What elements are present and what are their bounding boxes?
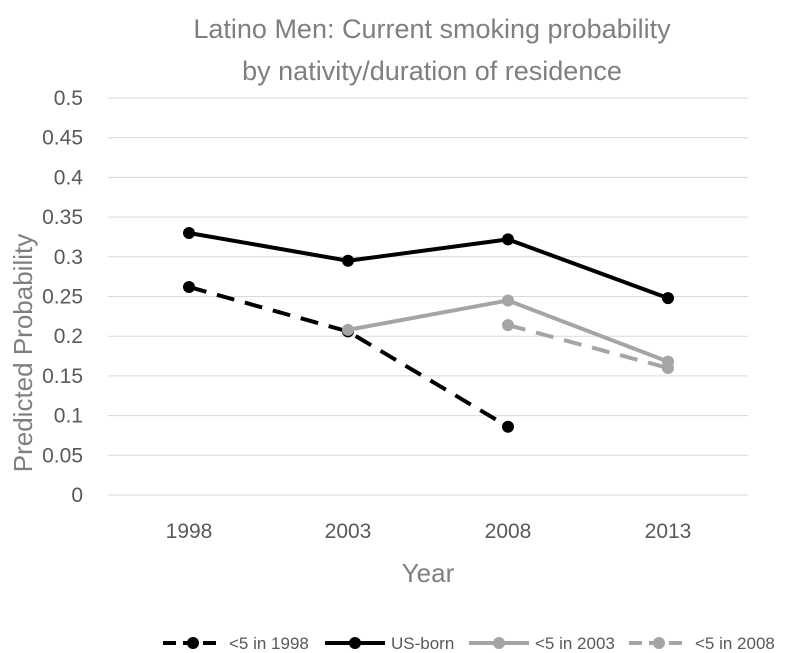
gridlines [108, 97, 748, 496]
y-tick-label: 0.1 [54, 405, 83, 428]
series-2 [183, 226, 674, 305]
x-tick-label: 2013 [645, 520, 692, 543]
legend-marker [653, 637, 665, 649]
y-tick-label: 0.4 [54, 166, 84, 189]
data-point [502, 420, 514, 433]
series-line [188, 231, 669, 300]
x-tick-label: 2008 [485, 520, 532, 543]
series-1 [183, 280, 514, 433]
data-point [183, 226, 195, 239]
y-tick-label: 0.25 [42, 286, 83, 309]
series-lines [183, 226, 674, 433]
y-axis-tick-labels: 0 0.05 0.1 0.15 0.2 0.25 0.3 0.35 0.4 0.45 0.5 [42, 87, 83, 507]
legend-marker [349, 637, 361, 649]
chart-title-line-2: by nativity/duration of residence [242, 56, 622, 86]
data-point [502, 233, 514, 246]
legend: <5 in 1998 US-born <5 in 2003 <5 in 2008 [163, 634, 775, 653]
x-tick-label: 2003 [325, 520, 372, 543]
y-tick-label: 0 [71, 484, 83, 507]
data-point [342, 323, 354, 336]
x-axis-label: Year [402, 558, 455, 588]
y-tick-label: 0.05 [42, 444, 83, 467]
data-point [662, 361, 674, 374]
y-axis-label: Predicted Probability [8, 234, 38, 472]
legend-entry: <5 in 2003 [469, 634, 615, 653]
x-tick-label: 1998 [166, 520, 213, 543]
legend-label: <5 in 2008 [695, 634, 775, 653]
series-4 [502, 319, 674, 374]
data-point [342, 254, 354, 267]
legend-entry: <5 in 1998 [163, 634, 309, 653]
y-tick-label: 0.3 [54, 246, 83, 269]
chart-title-line-1: Latino Men: Current smoking probability [193, 14, 671, 44]
legend-label: <5 in 2003 [535, 634, 615, 653]
legend-label: US-born [391, 634, 454, 653]
legend-marker [187, 637, 199, 649]
y-tick-label: 0.45 [42, 127, 83, 150]
y-tick-label: 0.35 [42, 206, 83, 229]
legend-marker [493, 637, 505, 649]
y-tick-label: 0.2 [54, 325, 83, 348]
y-tick-label: 0.15 [42, 365, 83, 388]
legend-entry: US-born [325, 634, 454, 653]
y-tick-label: 0.5 [54, 87, 83, 110]
x-axis-tick-labels: 1998 2003 2008 2013 [166, 520, 692, 543]
data-point [502, 319, 514, 332]
data-point [502, 294, 514, 307]
data-point [183, 280, 195, 293]
legend-label: <5 in 1998 [229, 634, 309, 653]
legend-entry: <5 in 2008 [629, 634, 775, 653]
data-point [662, 292, 674, 305]
